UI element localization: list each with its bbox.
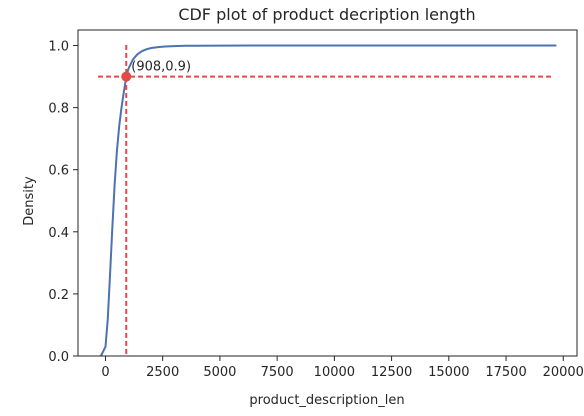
cdf-series-line (100, 44, 557, 357)
x-tick-label: 12500 (371, 365, 412, 380)
x-tick-label: 5000 (203, 365, 236, 380)
x-tick-label: 0 (101, 365, 109, 380)
axes: 0 2500 5000 7500 10000 12500 15000 17500 20000 0.… (48, 29, 584, 380)
y-tick-label: 0.4 (48, 226, 69, 241)
x-tick-label: 7500 (261, 365, 294, 380)
x-tick-label: 20000 (543, 365, 584, 380)
cdf-marker-point (121, 71, 132, 82)
axes-frame (77, 29, 578, 357)
y-tick-label: 1.0 (48, 40, 69, 55)
plot-area: (908,0.9) (98, 44, 557, 357)
y-tick-label: 0.6 (48, 164, 69, 179)
point-annotation: (908,0.9) (131, 60, 191, 75)
y-tick-label: 0.2 (48, 288, 69, 303)
x-tick-label: 10000 (314, 365, 355, 380)
chart-title: CDF plot of product decription length (178, 5, 475, 24)
x-tick-label: 15000 (428, 365, 469, 380)
x-tick-label: 2500 (146, 365, 179, 380)
x-axis-label: product_description_len (249, 393, 404, 408)
y-tick-label: 0.8 (48, 102, 69, 117)
x-tick-label: 17500 (485, 365, 526, 380)
y-tick-label: 0.0 (48, 350, 69, 365)
y-axis-label: Density (22, 176, 37, 226)
